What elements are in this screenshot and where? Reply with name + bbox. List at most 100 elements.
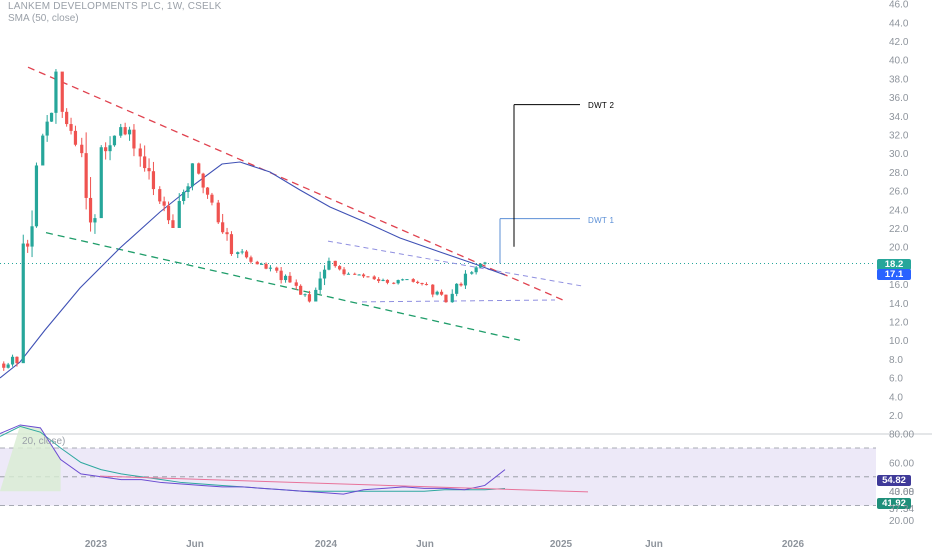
target-label-dwt2: DWT 2 xyxy=(588,101,615,110)
candle-body xyxy=(361,274,366,277)
candle-body xyxy=(80,144,84,154)
candle-body xyxy=(353,273,357,275)
candle-body xyxy=(26,243,30,247)
rsi-level-a-label: 43.68 xyxy=(889,487,915,498)
candle-body xyxy=(186,186,190,193)
candle-body xyxy=(392,282,396,284)
candle-body xyxy=(190,163,195,187)
price-tick-label: 20.0 xyxy=(889,243,909,254)
x-tick-label: 2024 xyxy=(315,539,338,550)
candle-body xyxy=(342,269,346,275)
rsi-value-badge: 54.82 xyxy=(877,475,911,486)
candle-body xyxy=(275,267,279,271)
price-tick-label: 2.0 xyxy=(889,411,903,422)
candle-body xyxy=(216,202,220,223)
candle-body xyxy=(260,263,264,265)
candle-body xyxy=(346,273,351,275)
candle-body xyxy=(225,232,229,235)
candle-body xyxy=(34,165,39,227)
candle-body xyxy=(147,168,151,172)
rsi-tick-label: 60.00 xyxy=(889,458,914,469)
candle-body xyxy=(333,260,337,267)
candle-body xyxy=(338,266,342,270)
price-tick-label: 46.0 xyxy=(889,0,909,11)
candle-body xyxy=(400,279,405,281)
candle-body xyxy=(249,257,253,262)
rsi-line xyxy=(0,424,506,495)
candle-body xyxy=(450,293,454,303)
descending-resistance-line xyxy=(27,66,566,302)
candle-body xyxy=(279,270,283,281)
x-tick-label: Jun xyxy=(645,539,663,550)
candle-body xyxy=(314,289,318,302)
candle-body xyxy=(127,129,132,135)
rsi-trendline xyxy=(99,475,589,493)
price-tick-label: 6.0 xyxy=(889,374,903,385)
x-tick-label: 2026 xyxy=(782,539,805,550)
candle-body xyxy=(268,267,273,269)
rsi-legend: 20, close) xyxy=(22,436,66,447)
candle-body xyxy=(112,135,117,146)
rsi-level-b-label: 37.34 xyxy=(889,504,915,515)
candle-body xyxy=(10,356,15,365)
candle-body xyxy=(444,294,448,303)
price-tick-label: 8.0 xyxy=(889,355,903,366)
candle-body xyxy=(455,283,459,294)
candle-body xyxy=(210,194,214,203)
candle-body xyxy=(158,189,162,202)
candle-body xyxy=(264,263,268,269)
candle-body xyxy=(357,274,361,276)
candle-body xyxy=(60,71,64,112)
candle-body xyxy=(45,121,49,136)
candle-body xyxy=(411,279,415,282)
price-tick-label: 42.0 xyxy=(889,37,909,48)
x-tick-label: 2025 xyxy=(550,539,573,550)
price-tick-label: 30.0 xyxy=(889,149,909,160)
candle-body xyxy=(93,218,97,223)
price-tick-label: 32.0 xyxy=(889,131,909,142)
candle-body xyxy=(54,71,58,113)
price-tick-label: 12.0 xyxy=(889,318,909,329)
candle-body xyxy=(255,261,259,265)
rsi-overbought-fill xyxy=(0,424,61,492)
candle-body xyxy=(41,135,45,166)
candle-body xyxy=(49,112,54,122)
sma-value-badge: 17.1 xyxy=(877,269,911,280)
candle-body xyxy=(221,222,225,233)
price-tick-label: 40.0 xyxy=(889,56,909,67)
candle-body xyxy=(435,291,439,295)
candle-body xyxy=(299,285,303,295)
x-tick-label: Jun xyxy=(416,539,434,550)
price-tick-label: 14.0 xyxy=(889,299,909,310)
rsi-ma-badge: 41.92 xyxy=(877,498,911,509)
target-label-dwt1: DWT 1 xyxy=(588,216,615,225)
candle-body xyxy=(322,269,327,279)
candle-body xyxy=(416,281,420,283)
triangle-upper-line xyxy=(327,240,583,287)
price-tick-label: 36.0 xyxy=(889,93,909,104)
candle-body xyxy=(151,171,156,190)
candle-body xyxy=(424,284,429,286)
candle-body xyxy=(123,127,127,135)
candle-body xyxy=(405,279,409,281)
candle-body xyxy=(240,251,244,253)
candle-body xyxy=(420,282,424,285)
candle-body xyxy=(385,279,390,283)
candle-body xyxy=(6,364,10,368)
candle-body xyxy=(307,294,312,302)
rsi-tick-label: 80.00 xyxy=(889,430,914,441)
price-tick-label: 22.0 xyxy=(889,224,909,235)
candle-body xyxy=(65,111,69,125)
candle-body xyxy=(108,145,112,152)
candle-body xyxy=(2,363,6,368)
candle-body xyxy=(30,226,34,247)
candle-body xyxy=(431,284,435,295)
candle-body xyxy=(288,275,292,283)
price-tick-label: 10.0 xyxy=(889,336,909,347)
candle-body xyxy=(303,294,307,296)
candle-body xyxy=(143,156,147,169)
candle-body xyxy=(318,278,322,290)
candle-body xyxy=(182,192,186,201)
candle-body xyxy=(474,267,478,273)
